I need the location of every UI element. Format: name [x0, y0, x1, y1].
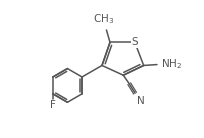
Text: CH$_3$: CH$_3$: [93, 12, 114, 26]
Text: N: N: [137, 95, 145, 106]
Text: NH$_2$: NH$_2$: [161, 58, 183, 71]
Text: F: F: [50, 100, 56, 110]
Text: S: S: [132, 37, 138, 47]
